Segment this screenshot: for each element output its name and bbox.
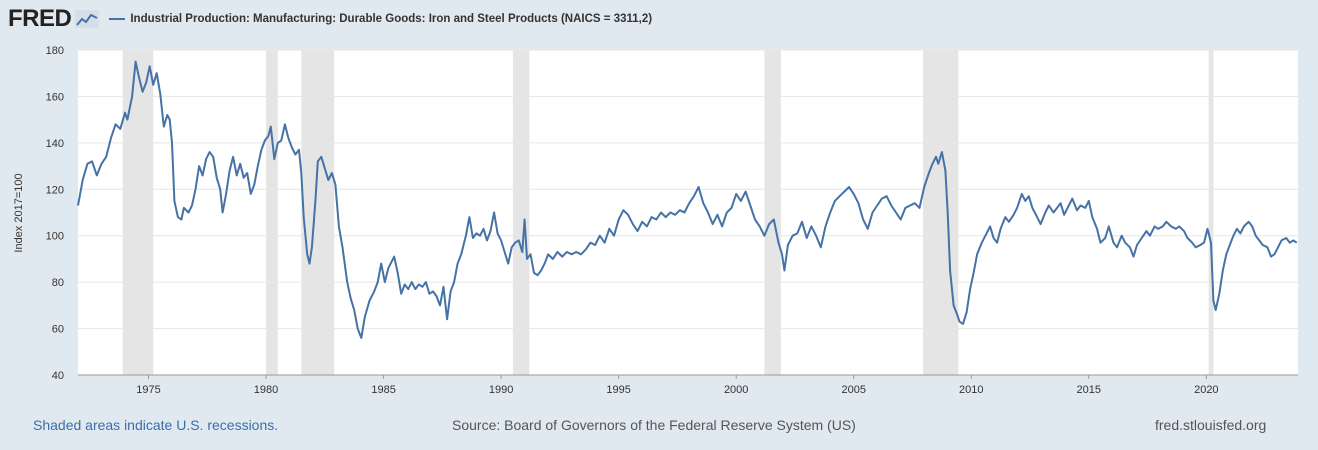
- source-note: Source: Board of Governors of the Federa…: [452, 417, 856, 433]
- y-tick-label: 160: [46, 91, 64, 103]
- fred-logo[interactable]: FRED: [8, 5, 72, 32]
- recession-band: [923, 50, 959, 375]
- x-tick-label: 1995: [606, 384, 630, 396]
- y-tick-label: 40: [52, 370, 64, 382]
- recession-band: [122, 50, 154, 375]
- x-tick-label: 1990: [489, 384, 513, 396]
- legend-series-title: Industrial Production: Manufacturing: Du…: [130, 13, 653, 25]
- x-tick-label: 2020: [1194, 384, 1218, 396]
- y-tick-label: 80: [52, 277, 64, 289]
- y-tick-label: 60: [52, 324, 64, 336]
- x-tick-label: 1975: [136, 384, 160, 396]
- recession-bands: [122, 50, 1214, 375]
- legend-line-swatch: [109, 18, 126, 20]
- y-axis-label: Index 2017=100: [13, 173, 25, 252]
- recession-note[interactable]: Shaded areas indicate U.S. recessions.: [33, 417, 279, 433]
- x-tick-label: 2015: [1077, 384, 1101, 396]
- recession-band: [764, 50, 781, 375]
- x-tick-label: 2010: [959, 384, 983, 396]
- series-line: [77, 60, 1298, 339]
- x-axis-ticks: 1975 1980 1985 1990 1995 2000 2005 2010 2015 2020: [78, 374, 1298, 396]
- y-tick-label: 140: [46, 138, 64, 150]
- y-tick-label: 120: [46, 184, 64, 196]
- recession-band: [1208, 50, 1214, 375]
- chart-header: FRED Industrial Production: Manufacturin…: [8, 5, 652, 32]
- x-tick-label: 2005: [841, 384, 865, 396]
- x-tick-label: 2000: [724, 384, 748, 396]
- x-tick-label: 1980: [254, 384, 278, 396]
- fred-logo-graph-icon: [75, 10, 100, 28]
- recession-band: [266, 50, 278, 375]
- recession-band: [512, 50, 530, 375]
- x-tick-label: 1985: [371, 384, 395, 396]
- y-tick-label: 180: [46, 45, 64, 57]
- site-link[interactable]: fred.stlouisfed.org: [1155, 417, 1267, 433]
- legend: Industrial Production: Manufacturing: Du…: [109, 13, 652, 25]
- y-tick-label: 100: [46, 231, 64, 243]
- plot-background: [78, 50, 1298, 375]
- recession-band: [301, 50, 335, 375]
- y-axis-ticks: 40 60 80 100 120 140 160 180: [46, 45, 64, 382]
